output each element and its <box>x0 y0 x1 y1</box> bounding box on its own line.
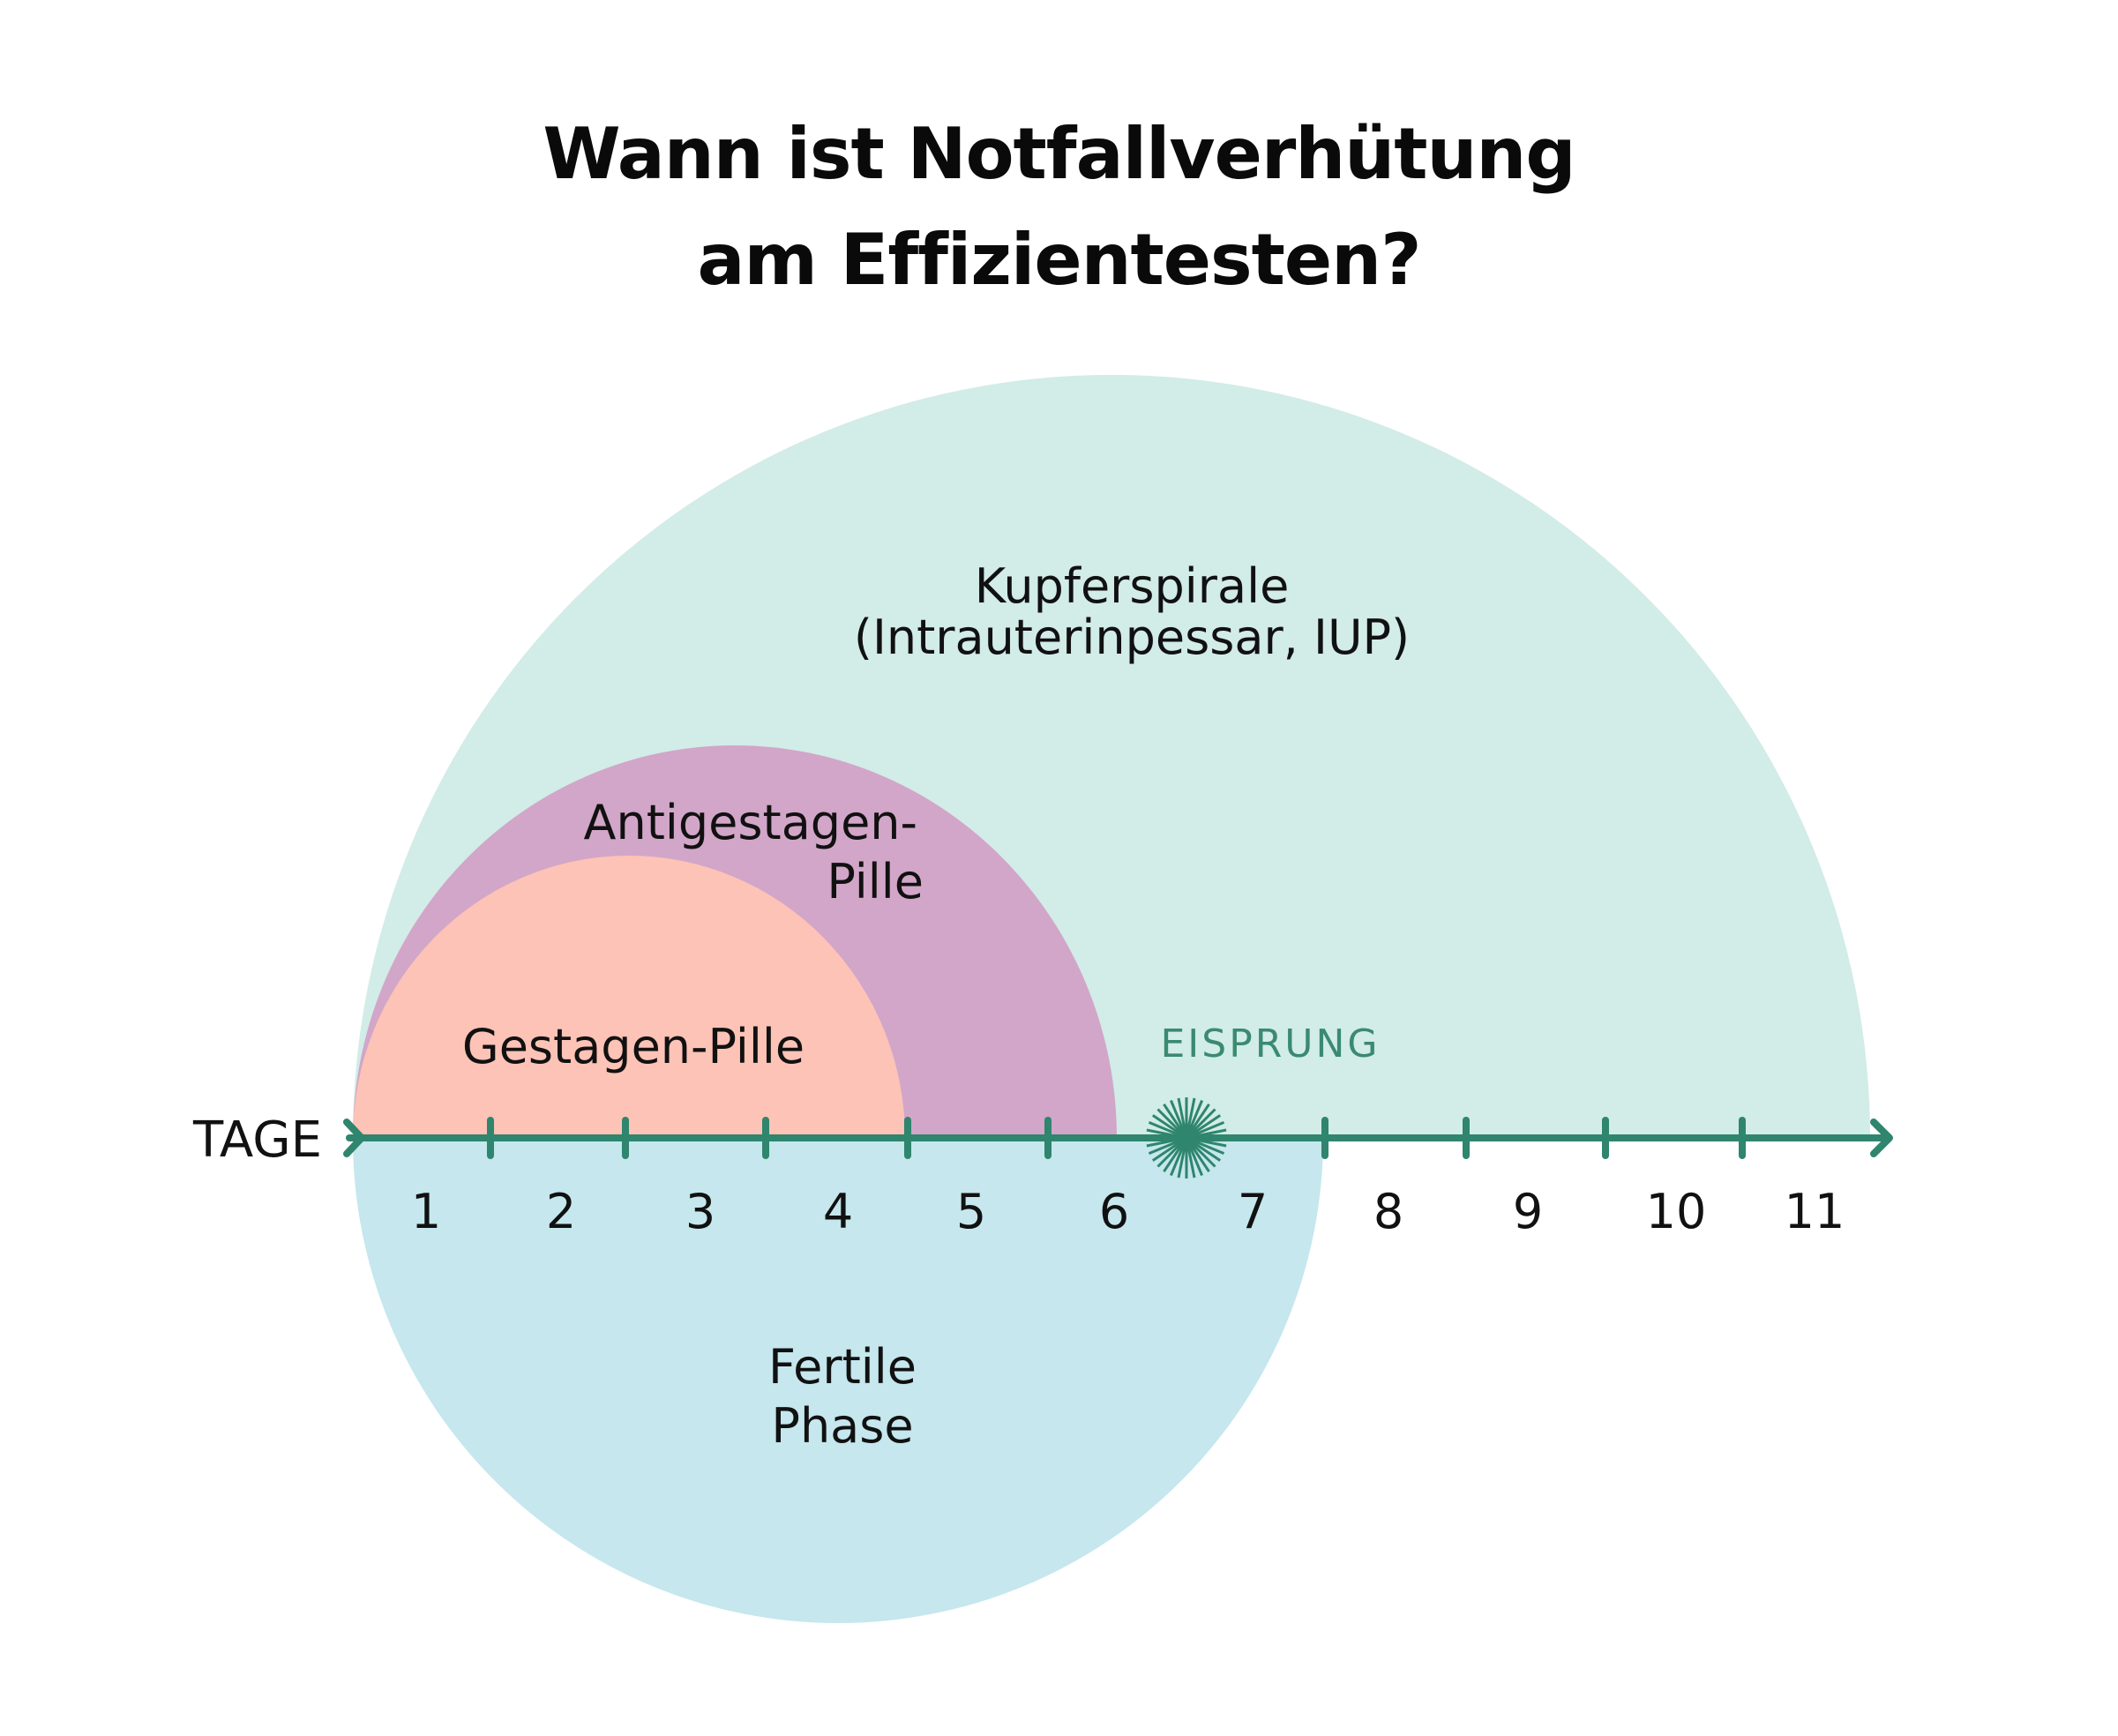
day-axis: 1 2 3 4 5 6 7 8 9 10 11 <box>343 1117 1893 1239</box>
burst-ray <box>1186 1114 1222 1140</box>
day-label: 9 <box>1513 1184 1543 1239</box>
fertile-phase-region <box>353 1138 1323 1623</box>
axis-arrow-icon <box>1870 1119 1893 1157</box>
burst-ray <box>1151 1136 1187 1162</box>
fertile-phase-sublabel: Phase <box>771 1398 913 1454</box>
day-label: 10 <box>1646 1184 1707 1239</box>
title-line-2: am Effizientesten? <box>697 219 1421 301</box>
kupferspirale-sublabel: (Intrauterinpessar, IUP) <box>854 610 1410 665</box>
day-label: 1 <box>411 1184 441 1239</box>
gestagen-label: Gestagen-Pille <box>462 1019 805 1074</box>
day-label: 4 <box>823 1184 853 1239</box>
kupferspirale-label: Kupferspirale <box>975 558 1290 614</box>
gestagen-region <box>353 856 905 1138</box>
day-label: 11 <box>1785 1184 1845 1239</box>
antigestagen-label: Antigestagen- <box>584 795 917 850</box>
burst-ray <box>1148 1121 1187 1140</box>
burst-ray <box>1185 1099 1203 1139</box>
burst-ray <box>1185 1137 1210 1173</box>
burst-ray <box>1186 1128 1227 1140</box>
day-label: 7 <box>1238 1184 1268 1239</box>
day-label: 5 <box>956 1184 986 1239</box>
antigestagen-sublabel: Pille <box>827 854 924 909</box>
burst-ray <box>1186 1136 1225 1155</box>
burst-ray <box>1170 1137 1188 1177</box>
fertile-phase-label: Fertile <box>768 1339 917 1395</box>
ovulation-burst-icon <box>1146 1097 1227 1179</box>
burst-ray <box>1163 1103 1188 1139</box>
day-label: 2 <box>546 1184 576 1239</box>
day-label: 6 <box>1099 1184 1129 1239</box>
axis-start-chevron-icon <box>343 1119 365 1157</box>
title-line-1: Wann ist Notfallverhütung <box>543 113 1575 195</box>
day-label: 3 <box>685 1184 715 1239</box>
axis-label: TAGE <box>192 1111 322 1169</box>
ovulation-label: EISPRUNG <box>1160 1021 1380 1066</box>
day-label: 8 <box>1373 1184 1403 1239</box>
